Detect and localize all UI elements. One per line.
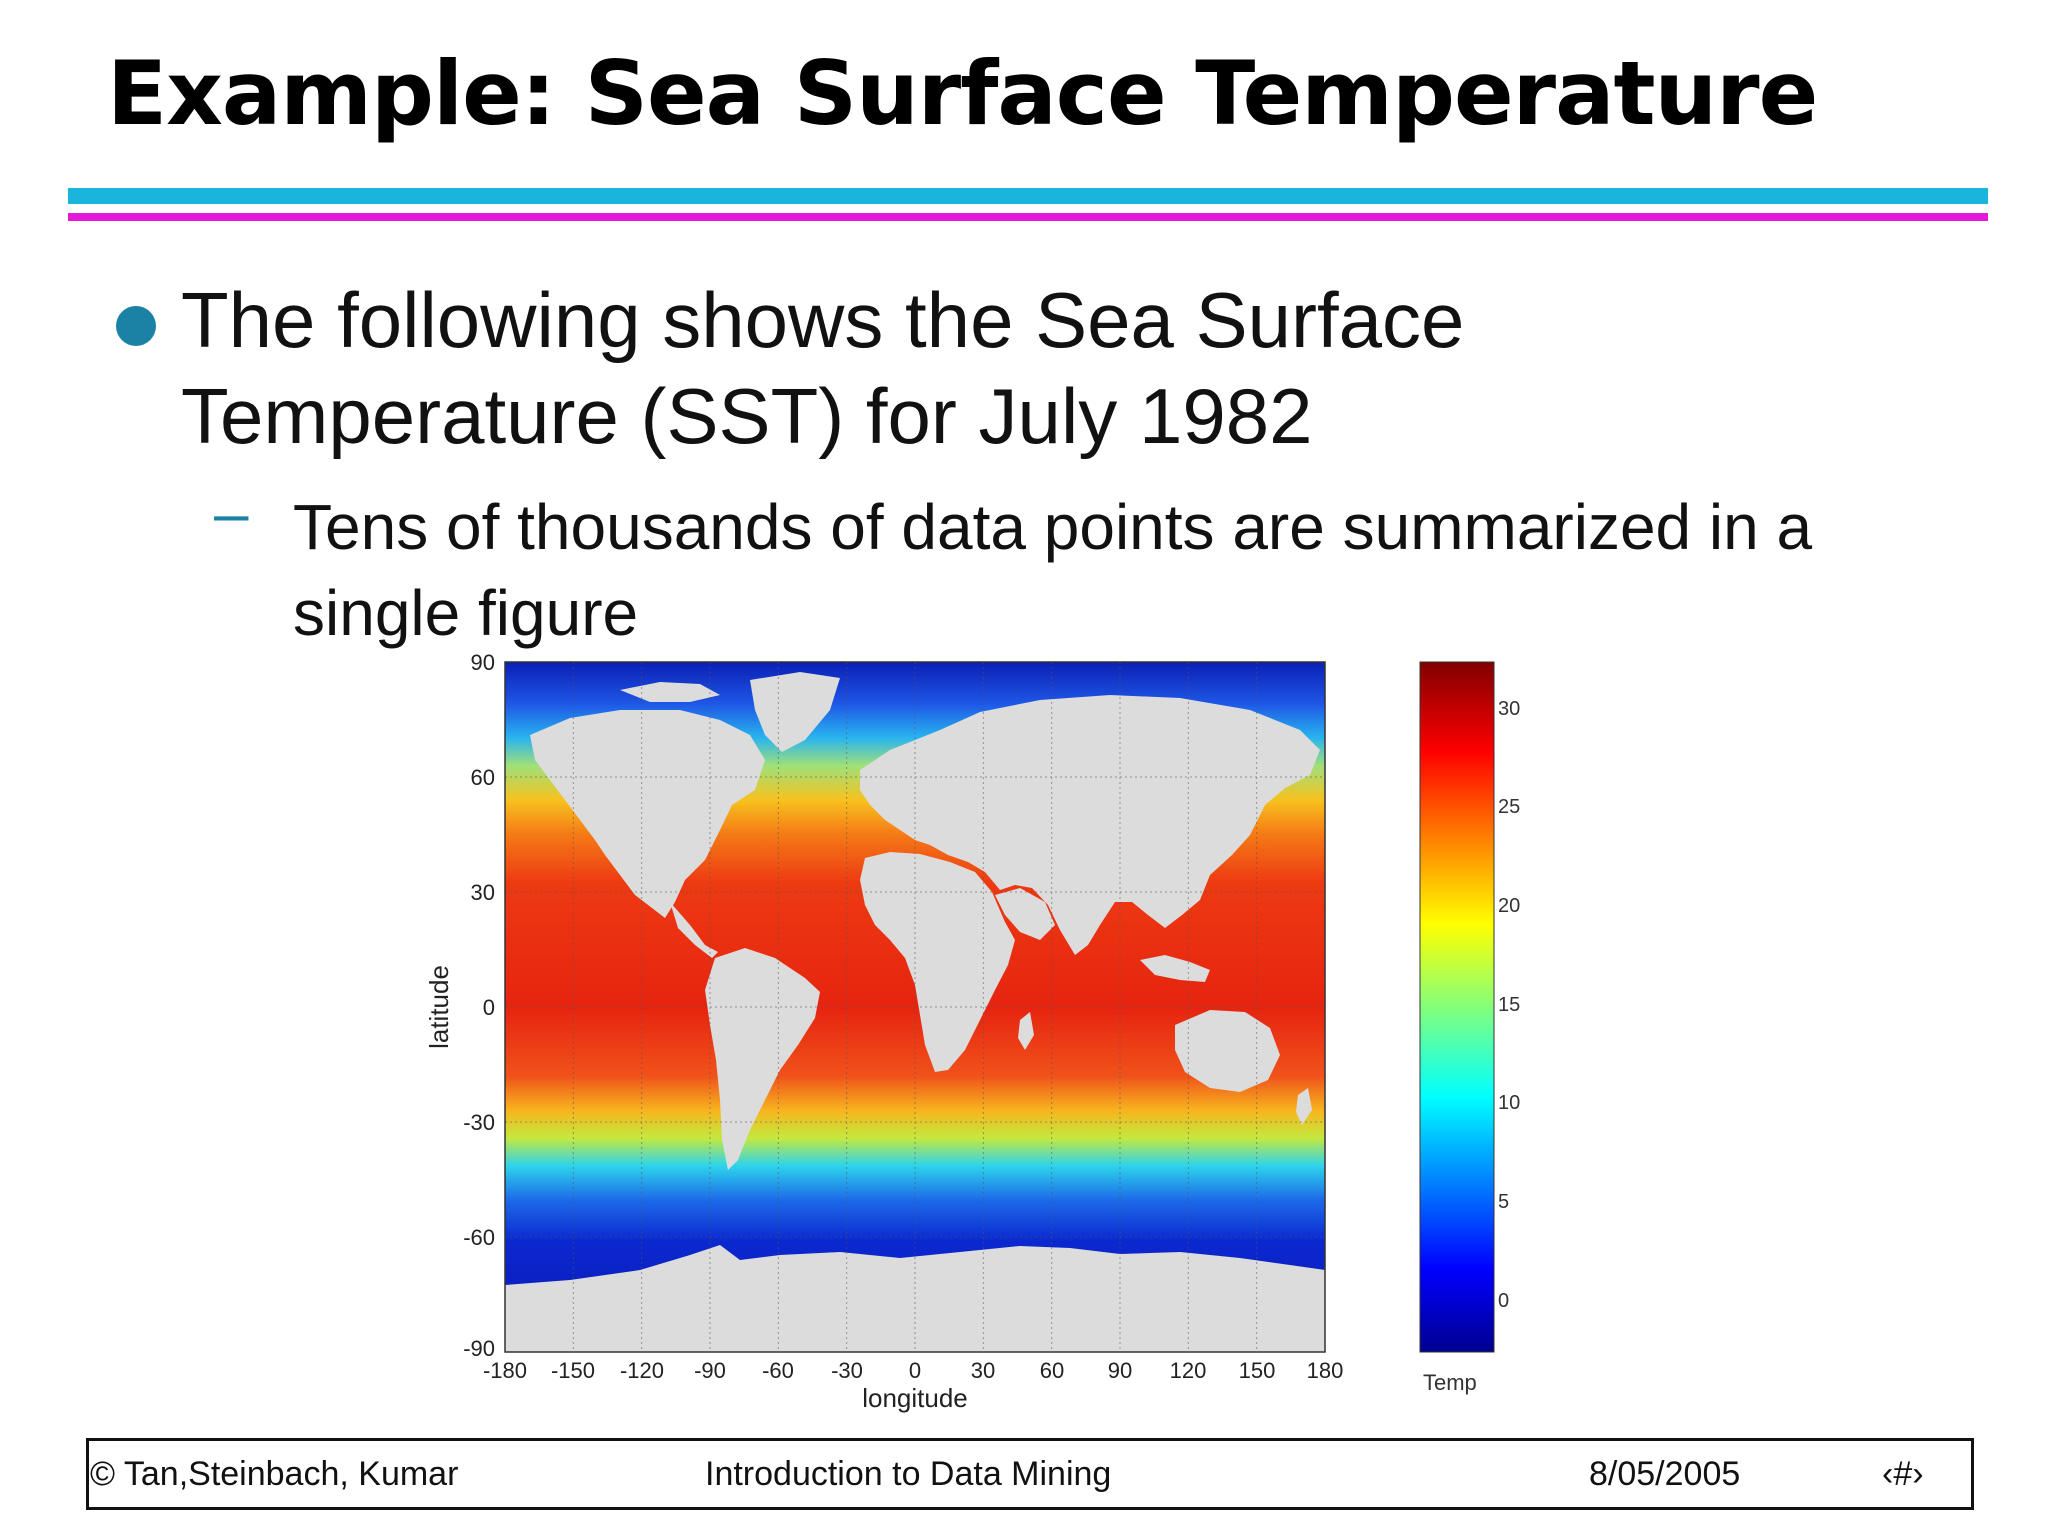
x-axis-label: longitude [862,1383,968,1413]
colorbar-tick-label: 10 [1498,1092,1520,1114]
south-america [705,948,820,1170]
africa [860,852,1015,1072]
x-tick-label: 30 [971,1358,995,1383]
x-tick-label: -90 [694,1358,726,1383]
colorbar-tick-label: 5 [1498,1191,1509,1213]
australia [1175,1010,1280,1092]
x-tick-label: -120 [620,1358,664,1383]
colorbar-tick-label: 20 [1498,895,1520,917]
colorbar [1419,661,1495,1353]
colorbar-tick-label: 0 [1498,1290,1509,1312]
y-tick-label: 90 [471,650,495,675]
y-tick-label: -90 [463,1336,495,1361]
title-rule-cyan [68,188,1988,204]
footer-course: Introduction to Data Mining [705,1455,1112,1493]
new-zealand [1296,1088,1312,1125]
title-rule-magenta [68,213,1988,221]
x-tick-label: 150 [1239,1358,1276,1383]
x-tick-label: -180 [483,1358,527,1383]
colorbar-ticks: 30 25 20 15 10 5 0 [1498,698,1520,1312]
y-axis-ticks: 90 60 30 0 -30 -60 -90 [463,650,495,1361]
greenland [750,672,840,752]
sub-bullet-line-2: single figure [293,577,639,649]
bullet-text: The following shows the Sea Surface Temp… [181,272,1881,464]
x-tick-label: 60 [1040,1358,1064,1383]
y-tick-label: -30 [463,1110,495,1135]
y-axis-label: latitude [424,965,454,1049]
footer-date: 8/05/2005 [1589,1455,1741,1493]
europe-asia [860,695,1320,955]
arabia [995,888,1055,940]
footer-authors: © Tan,Steinbach, Kumar [90,1455,459,1493]
north-america [530,710,765,918]
colorbar-tick-label: 30 [1498,698,1520,720]
y-tick-label: 30 [471,880,495,905]
map-grid [505,662,1325,1352]
x-tick-label: 90 [1108,1358,1132,1383]
bullet-line-1: The following shows the Sea Surface [181,276,1465,364]
x-tick-label: -60 [762,1358,794,1383]
y-tick-label: 60 [471,765,495,790]
x-tick-label: -150 [551,1358,595,1383]
x-axis-ticks: -180 -150 -120 -90 -60 -30 0 30 60 90 12… [483,1358,1343,1383]
y-tick-label: 0 [483,995,495,1020]
central-america [670,902,718,958]
colorbar-label: Temp [1423,1370,1477,1395]
sub-bullet-line-1: Tens of thousands of data points are sum… [293,491,1813,563]
colorbar-tick-label: 25 [1498,796,1520,818]
slide-footer: © Tan,Steinbach, Kumar Introduction to D… [86,1438,1974,1510]
bullet-dot-icon [116,306,156,346]
footer-page-number: ‹#› [1882,1455,1924,1493]
slide-title: Example: Sea Surface Temperature [107,42,1818,145]
madagascar [1018,1012,1034,1050]
colorbar-tick-label: 15 [1498,994,1520,1016]
sub-bullet-text: Tens of thousands of data points are sum… [293,484,1973,656]
southeast-asia-islands [1140,955,1210,982]
sst-figure: 90 60 30 0 -30 -60 -90 -180 -150 -120 -9… [420,640,1560,1435]
y-tick-label: -60 [463,1225,495,1250]
arctic-islands [620,682,720,702]
bullet-line-2: Temperature (SST) for July 1982 [181,372,1313,460]
x-tick-label: 120 [1170,1358,1207,1383]
sub-bullet-dash: – [214,479,249,548]
sst-map-svg: 90 60 30 0 -30 -60 -90 -180 -150 -120 -9… [424,650,1520,1413]
x-tick-label: 0 [909,1358,921,1383]
x-tick-label: -30 [831,1358,863,1383]
plot-frame [504,661,1326,1353]
x-tick-label: 180 [1307,1358,1344,1383]
